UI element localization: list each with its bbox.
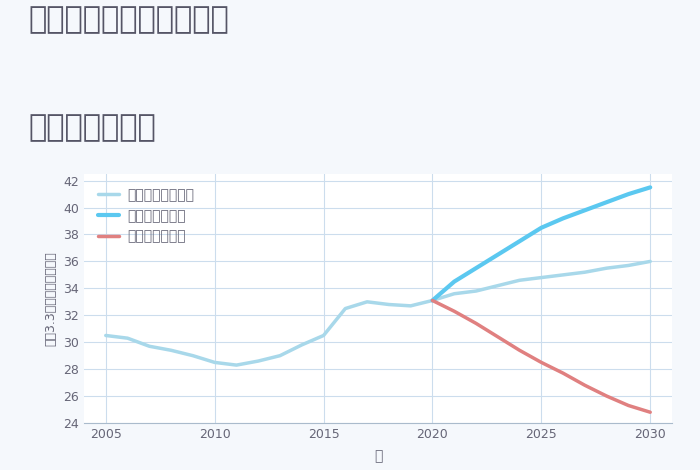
ノーマルシナリオ bbox=[537, 275, 545, 281]
ノーマルシナリオ bbox=[624, 263, 633, 268]
ノーマルシナリオ bbox=[189, 353, 197, 359]
Line: グッドシナリオ: グッドシナリオ bbox=[433, 188, 650, 300]
ノーマルシナリオ bbox=[254, 358, 262, 364]
ノーマルシナリオ bbox=[102, 333, 110, 338]
バッドシナリオ bbox=[428, 298, 437, 303]
Line: バッドシナリオ: バッドシナリオ bbox=[433, 300, 650, 412]
グッドシナリオ bbox=[472, 266, 480, 271]
グッドシナリオ bbox=[603, 199, 611, 205]
バッドシナリオ bbox=[559, 370, 567, 376]
ノーマルシナリオ bbox=[167, 347, 175, 353]
バッドシナリオ bbox=[646, 409, 654, 415]
グッドシナリオ bbox=[581, 207, 589, 213]
ノーマルシナリオ bbox=[646, 258, 654, 264]
グッドシナリオ bbox=[537, 225, 545, 231]
バッドシナリオ bbox=[494, 334, 502, 340]
バッドシナリオ bbox=[537, 360, 545, 365]
グッドシナリオ bbox=[624, 191, 633, 197]
ノーマルシナリオ bbox=[319, 333, 328, 338]
グッドシナリオ bbox=[515, 238, 524, 244]
バッドシナリオ bbox=[472, 321, 480, 326]
ノーマルシナリオ bbox=[385, 302, 393, 307]
ノーマルシナリオ bbox=[341, 306, 349, 311]
バッドシナリオ bbox=[515, 347, 524, 353]
ノーマルシナリオ bbox=[450, 291, 459, 297]
X-axis label: 年: 年 bbox=[374, 449, 382, 463]
Legend: ノーマルシナリオ, グッドシナリオ, バッドシナリオ: ノーマルシナリオ, グッドシナリオ, バッドシナリオ bbox=[91, 181, 201, 251]
ノーマルシナリオ bbox=[407, 303, 415, 309]
グッドシナリオ bbox=[428, 298, 437, 303]
グッドシナリオ bbox=[646, 185, 654, 190]
ノーマルシナリオ bbox=[276, 353, 284, 359]
ノーマルシナリオ bbox=[515, 277, 524, 283]
ノーマルシナリオ bbox=[363, 299, 371, 305]
グッドシナリオ bbox=[494, 252, 502, 258]
バッドシナリオ bbox=[450, 308, 459, 314]
ノーマルシナリオ bbox=[494, 283, 502, 289]
ノーマルシナリオ bbox=[603, 266, 611, 271]
ノーマルシナリオ bbox=[559, 272, 567, 278]
ノーマルシナリオ bbox=[472, 288, 480, 294]
グッドシナリオ bbox=[559, 216, 567, 221]
ノーマルシナリオ bbox=[211, 360, 219, 365]
ノーマルシナリオ bbox=[232, 362, 241, 368]
ノーマルシナリオ bbox=[145, 344, 153, 349]
バッドシナリオ bbox=[603, 393, 611, 399]
Y-axis label: 平（3.3㎡）単価（万円）: 平（3.3㎡）単価（万円） bbox=[45, 251, 57, 346]
ノーマルシナリオ bbox=[428, 298, 437, 303]
ノーマルシナリオ bbox=[581, 269, 589, 275]
Text: 土地の価格推移: 土地の価格推移 bbox=[28, 113, 155, 142]
Line: ノーマルシナリオ: ノーマルシナリオ bbox=[106, 261, 650, 365]
Text: 兵庫県西宮市上田東町の: 兵庫県西宮市上田東町の bbox=[28, 5, 229, 34]
ノーマルシナリオ bbox=[298, 342, 306, 348]
バッドシナリオ bbox=[581, 383, 589, 388]
ノーマルシナリオ bbox=[123, 336, 132, 341]
バッドシナリオ bbox=[624, 403, 633, 408]
グッドシナリオ bbox=[450, 279, 459, 284]
